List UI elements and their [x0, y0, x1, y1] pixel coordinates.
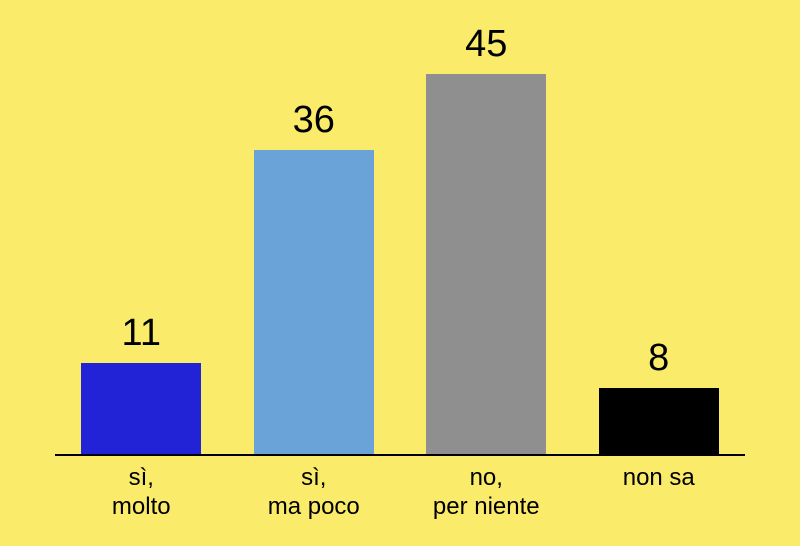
bar-group: 11 [55, 312, 228, 456]
bar-value-label: 8 [648, 337, 669, 380]
bar [254, 150, 374, 456]
chart-container: 11 36 45 8 sì, molto sì, ma poco no, per… [0, 0, 800, 546]
x-axis-label: sì, molto [55, 464, 228, 522]
x-axis-label: non sa [573, 464, 746, 522]
x-axis-labels: sì, molto sì, ma poco no, per niente non… [55, 464, 745, 522]
bars-row: 11 36 45 8 [55, 20, 745, 456]
bar-value-label: 36 [293, 99, 335, 142]
plot-area: 11 36 45 8 [55, 20, 745, 456]
bar-group: 8 [573, 337, 746, 456]
bar [426, 74, 546, 456]
bar-value-label: 45 [465, 23, 507, 66]
bar-group: 36 [228, 99, 401, 456]
bar-group: 45 [400, 23, 573, 456]
bar [81, 363, 201, 456]
x-axis-label: sì, ma poco [228, 464, 401, 522]
x-axis-label: no, per niente [400, 464, 573, 522]
bar [599, 388, 719, 456]
bar-value-label: 11 [122, 312, 161, 355]
x-axis-line [55, 454, 745, 456]
